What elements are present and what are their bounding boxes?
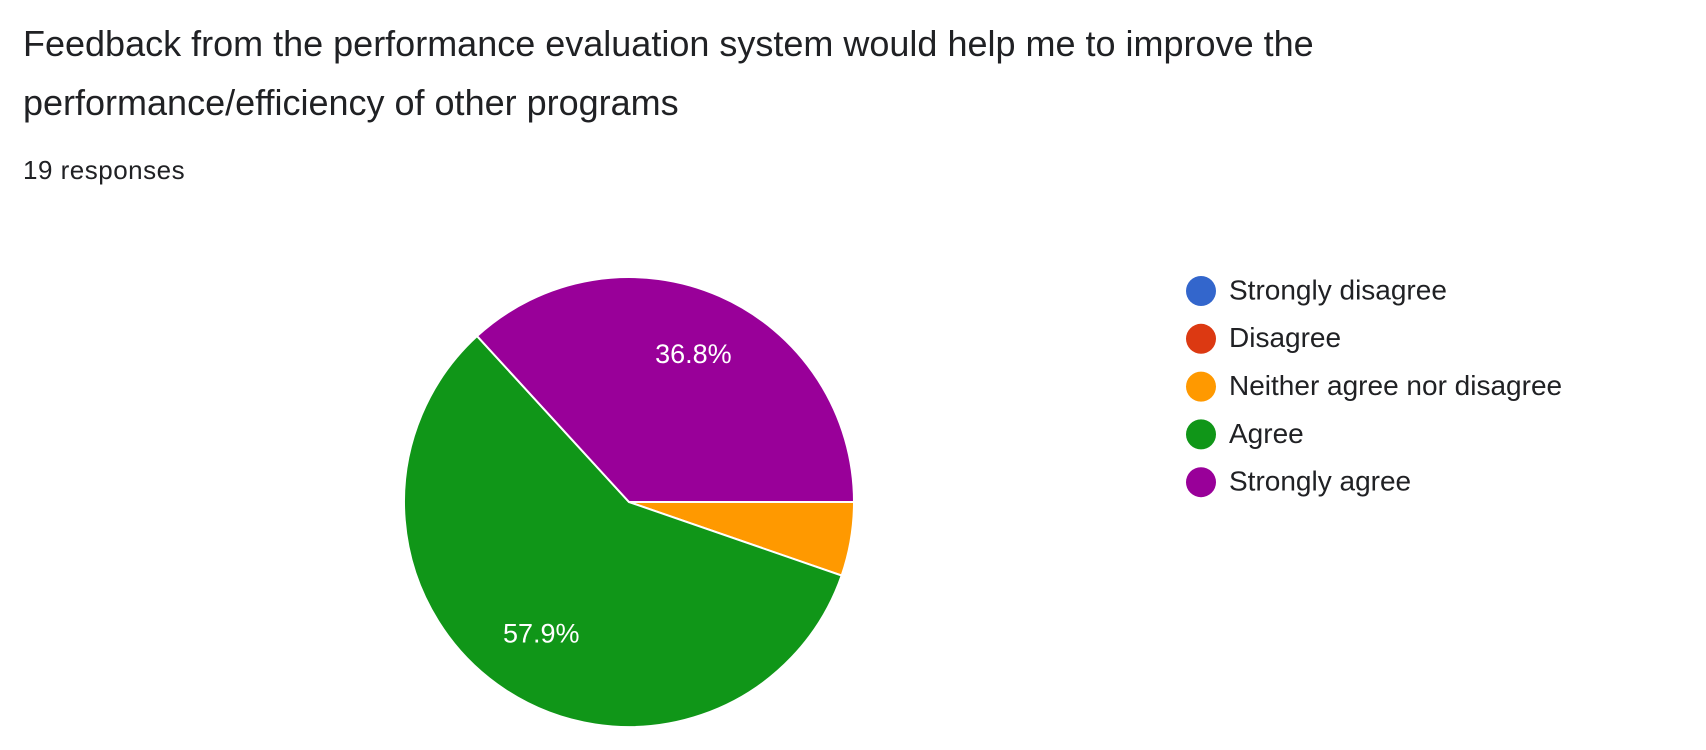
legend-marker [1186,419,1216,450]
pie-slice [403,334,843,728]
slice-label: 57.9% [503,619,580,649]
legend-marker [1186,467,1216,498]
slice-label: 36.8% [655,339,732,369]
legend-label: Strongly agree [1229,466,1411,497]
legend-marker [1186,276,1216,306]
legend-label: Neither agree nor disagree [1229,370,1562,401]
pie-slice [475,276,856,503]
legend-marker [1186,371,1216,402]
legend-label: Agree [1229,418,1304,449]
legend-label: Strongly disagree [1229,274,1447,305]
chart-title: Feedback from the performance evaluation… [23,23,1314,123]
legend-marker [1186,323,1216,354]
response-count: 19 responses [23,155,186,185]
legend-label: Disagree [1229,322,1341,353]
